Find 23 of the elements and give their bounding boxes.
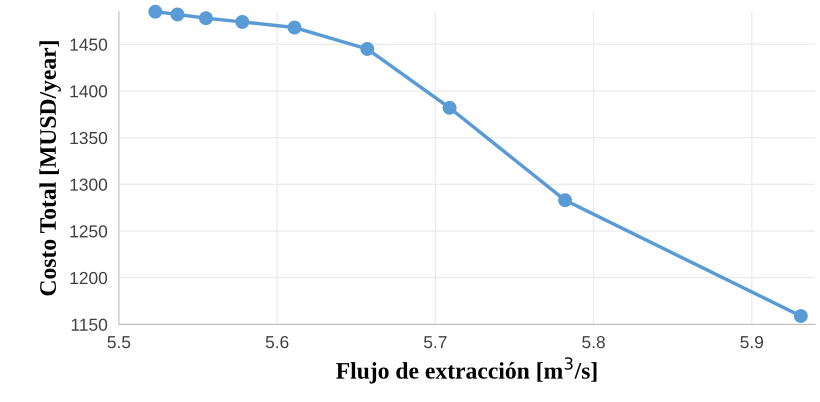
y-tick-label: 1400 xyxy=(70,85,108,98)
x-tick-label: 5.7 xyxy=(424,336,447,348)
point xyxy=(288,20,302,34)
x-tick-label: 5.5 xyxy=(108,336,130,348)
x-tick-label: 5.9 xyxy=(740,336,764,348)
y-tick-label: 1250 xyxy=(70,225,108,238)
x-tick-label: 5.8 xyxy=(582,336,605,348)
y-axis-title: Costo Total [MUSD/year] xyxy=(39,41,61,296)
y-tick-label: 1450 xyxy=(70,38,108,51)
point xyxy=(794,309,808,323)
point xyxy=(170,8,184,22)
x-tick-label: 5.6 xyxy=(266,336,288,348)
y-tick-label: 1350 xyxy=(70,132,108,144)
point xyxy=(235,14,250,29)
point xyxy=(442,100,457,115)
point xyxy=(360,42,374,56)
point xyxy=(558,193,572,208)
y-tick-label: 1150 xyxy=(72,318,108,331)
y-tick-label: 1300 xyxy=(70,178,108,191)
y-tick-label: 1200 xyxy=(70,272,108,284)
point xyxy=(148,4,162,19)
point xyxy=(198,11,213,26)
x-axis-title: Flujo de extracción [m$^{3}$/s] xyxy=(336,357,596,384)
